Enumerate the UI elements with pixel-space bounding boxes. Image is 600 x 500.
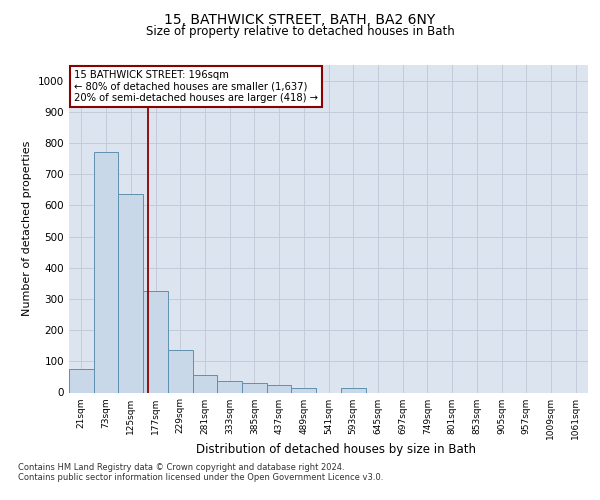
Text: Contains public sector information licensed under the Open Government Licence v3: Contains public sector information licen… — [18, 472, 383, 482]
Bar — [118, 194, 143, 392]
Bar — [94, 152, 118, 392]
Bar — [69, 369, 94, 392]
Bar — [143, 291, 168, 392]
Text: Size of property relative to detached houses in Bath: Size of property relative to detached ho… — [146, 25, 454, 38]
Bar — [193, 376, 217, 392]
Bar — [242, 383, 267, 392]
Text: Contains HM Land Registry data © Crown copyright and database right 2024.: Contains HM Land Registry data © Crown c… — [18, 462, 344, 471]
Y-axis label: Number of detached properties: Number of detached properties — [22, 141, 32, 316]
Text: 15, BATHWICK STREET, BATH, BA2 6NY: 15, BATHWICK STREET, BATH, BA2 6NY — [164, 12, 436, 26]
Text: 15 BATHWICK STREET: 196sqm
← 80% of detached houses are smaller (1,637)
20% of s: 15 BATHWICK STREET: 196sqm ← 80% of deta… — [74, 70, 318, 103]
Bar — [292, 388, 316, 392]
Bar — [341, 388, 365, 392]
Bar — [217, 380, 242, 392]
Bar — [267, 384, 292, 392]
Text: Distribution of detached houses by size in Bath: Distribution of detached houses by size … — [196, 442, 476, 456]
Bar — [168, 350, 193, 393]
